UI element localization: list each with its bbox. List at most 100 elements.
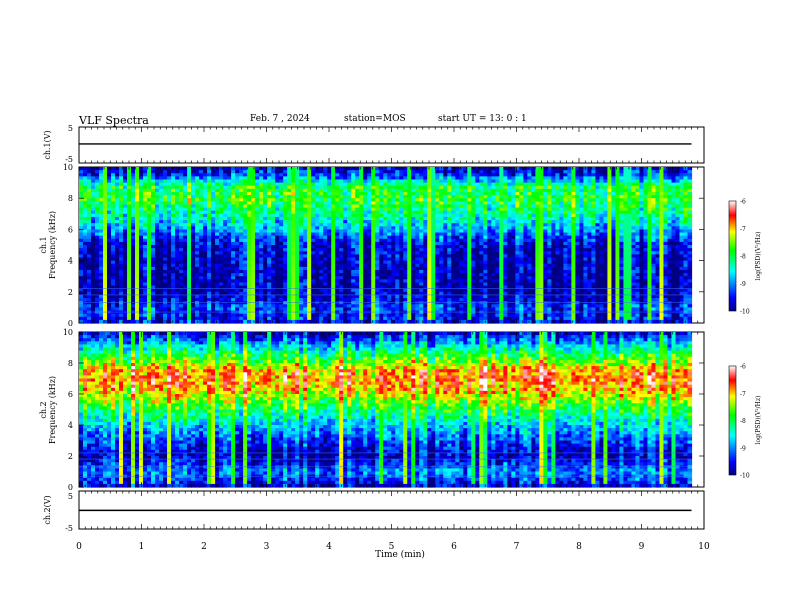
spectrogram-cell [147, 298, 152, 302]
spectrogram-cell [279, 260, 284, 265]
spectrogram-cell [303, 241, 308, 246]
spectrogram-cell [159, 195, 164, 199]
spectrogram-cell [231, 220, 236, 224]
spectrogram-cell [283, 173, 288, 177]
spectrogram-cell [327, 198, 332, 202]
spectrogram-cell [283, 260, 288, 265]
spectrogram-cell [271, 195, 276, 199]
spectrogram-cell [307, 319, 312, 324]
spectrogram-cell [279, 210, 284, 215]
spectrogram-cell [295, 294, 300, 299]
spectrogram-cell [191, 201, 196, 206]
spectrogram-cell [323, 260, 328, 265]
spectrogram-cell [103, 195, 108, 199]
spectrogram-cell [251, 298, 256, 302]
spectrogram-cell [195, 226, 200, 230]
spectrogram-cell [147, 226, 152, 230]
spectrogram-cell [219, 195, 224, 199]
spectrogram-cell [435, 319, 440, 324]
spectrogram-cell [207, 279, 212, 284]
spectrogram-cell [99, 226, 104, 230]
spectrogram-cell [115, 232, 120, 237]
spectrogram-cell [167, 301, 172, 305]
spectrogram-cell [115, 279, 120, 284]
spectrogram-cell [159, 229, 164, 234]
spectrogram-cell [155, 195, 160, 199]
spectrogram-cell [239, 294, 244, 299]
spectrogram-cell [315, 301, 320, 305]
spectrogram-cell [231, 207, 236, 212]
spectrogram-cell [275, 276, 280, 280]
spectrogram-cell [155, 170, 160, 174]
spectrogram-cell [295, 207, 300, 212]
spectrogram-cell [275, 245, 280, 249]
spectrogram-cell [171, 198, 176, 202]
spectrogram-cell [183, 210, 188, 215]
spectrogram-cell [203, 266, 208, 271]
spectrogram-cell [147, 195, 152, 199]
spectrogram-cell [139, 257, 144, 262]
spectrogram-cell [151, 254, 156, 259]
spectrogram-cell [287, 223, 292, 227]
spectrogram-cell [167, 276, 172, 280]
spectrogram-cell [159, 301, 164, 305]
spectrogram-cell [191, 173, 196, 177]
spectrogram-cell [127, 226, 132, 230]
spectrogram-cell [115, 266, 120, 271]
spectrogram-cell [243, 245, 248, 249]
spectrogram-cell [191, 191, 196, 196]
spectrogram-cell [247, 251, 252, 255]
spectrogram-cell [211, 241, 216, 246]
spectrogram-cell [91, 285, 96, 290]
spectrogram-cell [247, 273, 252, 277]
spectrogram-cell [139, 216, 144, 221]
spectrogram-cell [131, 316, 136, 321]
spectrogram-cell [303, 266, 308, 271]
spectrogram-cell [307, 185, 312, 190]
spectrogram-cell [183, 291, 188, 296]
spectrogram-cell [231, 254, 236, 259]
spectrogram-cell [275, 220, 280, 224]
spectrogram-cell [239, 173, 244, 177]
spectrogram-cell [195, 229, 200, 234]
spectrogram-cell [123, 279, 128, 284]
spectrogram-cell [307, 207, 312, 212]
spectrogram-cell [251, 213, 256, 218]
spectrogram-cell [135, 220, 140, 224]
spectrogram-cell [215, 294, 220, 299]
spectrogram-cell [159, 223, 164, 227]
spectrogram-cell [171, 216, 176, 221]
spectrogram-cell [247, 167, 252, 171]
spectrogram-cell [271, 232, 276, 237]
spectrogram-cell [211, 307, 216, 312]
spectrogram-cell [195, 223, 200, 227]
spectrogram-cell [211, 173, 216, 177]
spectrogram-cell [219, 210, 224, 215]
spectrogram-cell [291, 226, 296, 230]
spectrogram-cell [143, 313, 148, 318]
spectrogram-cell [159, 238, 164, 243]
spectrogram-cell [195, 213, 200, 218]
spectrogram-cell [235, 188, 240, 193]
spectrogram-cell [267, 319, 272, 324]
spectrogram-cell [247, 279, 252, 284]
spectrogram-cell [199, 223, 204, 227]
spectrogram-cell [87, 276, 92, 280]
spectrogram-cell [167, 176, 172, 181]
spectrogram-cell [199, 257, 204, 262]
spectrogram-cell [115, 276, 120, 280]
spectrogram-cell [227, 170, 232, 174]
spectrogram-cell [123, 226, 128, 230]
spectrogram-cell [319, 182, 324, 187]
spectrogram-cell [119, 179, 124, 184]
spectrogram-cell [203, 254, 208, 259]
spectrogram-cell [191, 179, 196, 184]
spectrogram-cell [287, 269, 292, 274]
spectrogram-cell [271, 304, 276, 308]
spectrogram-cell [79, 213, 84, 218]
spectrogram-cell [127, 254, 132, 259]
spectrogram-cell [251, 273, 256, 277]
spectrogram-cell [151, 201, 156, 206]
spectrogram-cell [95, 254, 100, 259]
spectrogram-cell [203, 176, 208, 181]
